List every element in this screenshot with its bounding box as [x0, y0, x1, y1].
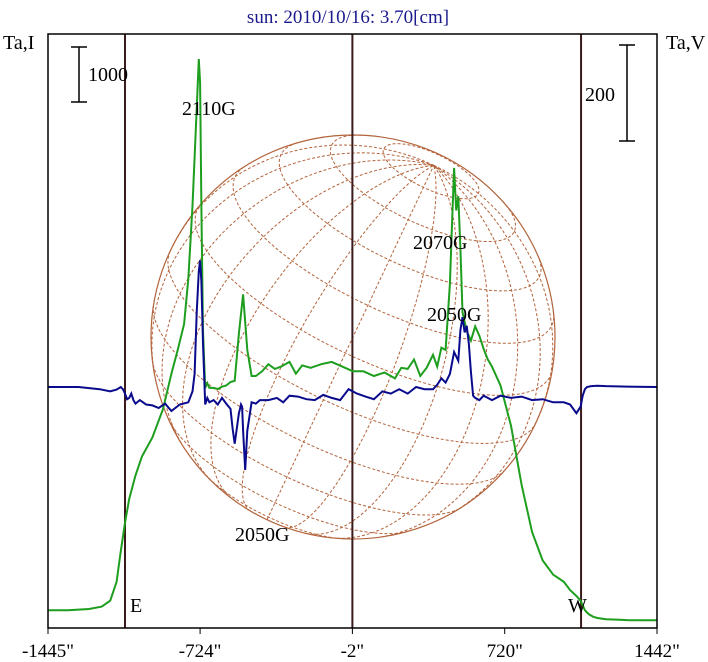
series-line-stokes-i: [48, 59, 657, 622]
disk-longitude-line: [433, 164, 554, 424]
disk-longitude-line: [337, 164, 489, 539]
left-scale-label: 1000: [88, 64, 128, 86]
annotation-2110g: 2110G: [182, 98, 236, 120]
chart-title: sun: 2010/10/16: 3.70[cm]: [247, 7, 449, 28]
disk-longitude-line: [433, 164, 541, 515]
left-scale-bar: [71, 46, 87, 103]
limb-label-east: E: [130, 595, 142, 617]
left-axis-label: Ta,I: [3, 32, 34, 54]
right-scale-bar: [619, 44, 635, 142]
x-tick-label: 1442": [634, 641, 680, 662]
disk-longitude-line: [380, 164, 519, 538]
x-tick-labels: -1445" -724" -2" 720" 1442": [22, 628, 680, 662]
right-scale-label: 200: [585, 84, 615, 106]
x-tick-label: -724": [179, 641, 222, 662]
limb-label-west: W: [568, 595, 587, 617]
annotation-2070g: 2070G: [413, 232, 467, 254]
x-tick-label: -2": [341, 641, 365, 662]
disk-longitude-line: [284, 165, 437, 529]
disk-longitude-line: [210, 164, 434, 499]
disk-longitude-line: [305, 165, 458, 535]
disk-longitude-line: [161, 159, 434, 444]
right-axis-label: Ta,V: [666, 32, 706, 54]
disk-latitude-line: [168, 420, 406, 535]
x-tick-label: -1445": [22, 641, 74, 662]
disk-longitude-line: [241, 164, 435, 512]
disk-longitude-line: [151, 152, 434, 375]
disk-latitude-line: [232, 166, 555, 344]
series-line-stokes-v: [48, 260, 658, 471]
disk-latitude-line: [194, 206, 553, 396]
solar-disk-grid: [150, 134, 556, 540]
disk-latitude-line: [152, 364, 460, 516]
disk-longitude-line: [182, 163, 434, 478]
annotation-2050g-lower: 2050G: [235, 524, 289, 546]
disk-longitude-line: [266, 165, 435, 520]
annotation-2050g-upper: 2050G: [427, 304, 481, 326]
disk-longitude-line: [169, 144, 434, 252]
x-tick-label: 720": [487, 641, 523, 662]
